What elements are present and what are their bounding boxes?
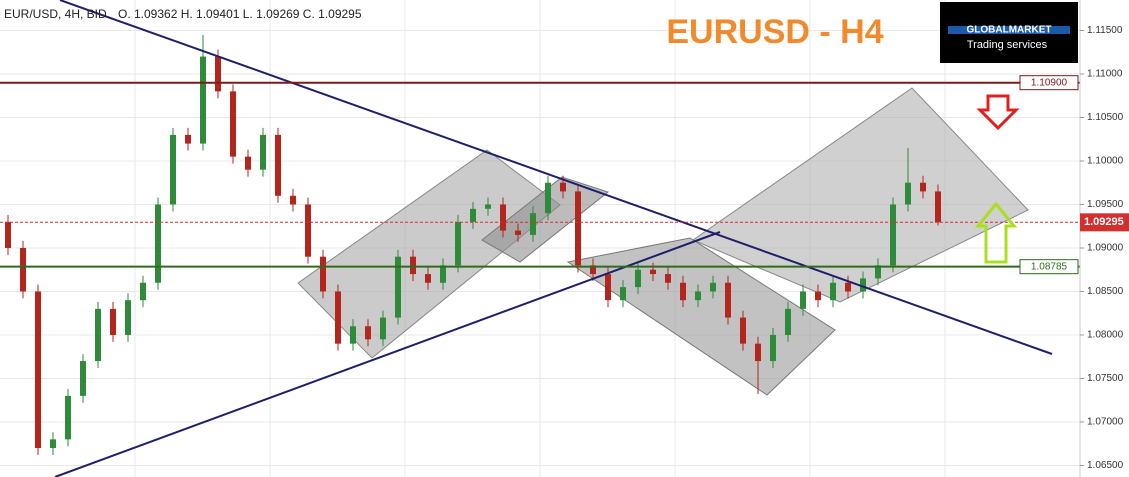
candle-body (65, 395, 71, 440)
candle-body (305, 204, 311, 257)
y-tick-label: 1.10000 (1087, 156, 1124, 167)
y-tick-label: 1.07000 (1087, 417, 1124, 428)
trend-line (54, 231, 721, 477)
candle-body (140, 282, 146, 301)
candle-body (170, 134, 176, 205)
drawings (297, 87, 1029, 396)
level-label: 1.10900 (1031, 77, 1068, 88)
candle-body (500, 204, 506, 231)
candle-body (335, 291, 341, 344)
candle-body (530, 213, 536, 235)
y-tick-label: 1.08000 (1087, 330, 1124, 341)
candle-body (350, 326, 356, 344)
y-tick-label: 1.11000 (1087, 69, 1123, 80)
candle-body (185, 134, 191, 144)
candle-body (395, 256, 401, 318)
trend-line (59, 0, 1053, 355)
candle-body (515, 230, 521, 235)
candle-body (785, 308, 791, 335)
y-tick-label: 1.07500 (1087, 373, 1124, 384)
level-label-box (1019, 75, 1079, 91)
candle-body (80, 361, 86, 396)
candle-body (425, 274, 431, 283)
candle-body (215, 56, 221, 92)
candle-body (650, 269, 656, 275)
candle-body (485, 204, 491, 209)
candle-body (620, 287, 626, 301)
y-tick-label: 1.09500 (1087, 199, 1124, 210)
candle-body (290, 195, 296, 205)
current-price-box (1080, 213, 1129, 232)
candle-body (695, 291, 701, 301)
candle-body (635, 269, 641, 288)
logo-tagline: Trading services (967, 39, 1048, 51)
current-price-label: 1.09295 (1084, 216, 1124, 228)
candle-body (410, 256, 416, 275)
y-tick-label: 1.10500 (1087, 112, 1124, 123)
candle-body (830, 282, 836, 301)
candle-body (590, 265, 596, 275)
candle-body (935, 191, 941, 223)
y-tick-label: 1.11500 (1087, 25, 1123, 36)
symbol: EUR/USD, 4H, BID (4, 7, 107, 21)
candle-body (725, 282, 731, 318)
candle-body (245, 156, 251, 170)
candle-body (35, 291, 41, 449)
channel (566, 237, 836, 396)
candle-body (230, 91, 236, 157)
down-arrow (976, 94, 1020, 131)
level-label-box (1019, 259, 1079, 275)
candle-body (680, 282, 686, 301)
price-axis (1080, 0, 1129, 477)
candle-body (920, 182, 926, 192)
candle-body (755, 343, 761, 362)
candle-body (260, 134, 266, 170)
candle-body (200, 56, 206, 144)
candle-body (665, 274, 671, 283)
candle-body (20, 247, 26, 292)
candle-body (890, 204, 896, 266)
candle-body (860, 278, 866, 292)
y-tick-label: 1.06500 (1087, 460, 1124, 471)
channel (691, 87, 1029, 303)
logo-bar (948, 26, 1070, 34)
candle-body (50, 439, 56, 449)
chart-title: EURUSD - H4 (666, 13, 883, 51)
y-tick-label: 1.09000 (1087, 243, 1124, 254)
candle-body (545, 182, 551, 214)
price-axis-ticks: 1.11500 1.11000 1.10500 1.10000 1.09500 1.090… (1080, 25, 1129, 471)
candle-body (470, 208, 476, 222)
candles (5, 34, 941, 456)
candle-body (110, 308, 116, 335)
level-label: 1.08785 (1031, 261, 1068, 272)
up-arrow (974, 201, 1018, 264)
candle-body (575, 191, 581, 266)
ohlc-text: O. 1.09362 H. 1.09401 L. 1.09269 C. 1.09… (118, 7, 362, 21)
y-tick-label: 1.08500 (1087, 286, 1124, 297)
candle-body (380, 317, 386, 340)
levels: 1.10900 1.08785 (0, 75, 1080, 275)
trend-lines (54, 0, 1053, 477)
logo-name: GLOBALMARKET (967, 25, 1052, 36)
candle-body (5, 221, 11, 248)
candle-body (875, 265, 881, 279)
candle-body (455, 221, 461, 266)
candle-body (710, 282, 716, 292)
candle-body (365, 326, 371, 340)
candle-body (815, 291, 821, 301)
candle-body (155, 204, 161, 283)
candle-body (320, 256, 326, 292)
candle-body (95, 308, 101, 362)
candle-body (845, 282, 851, 292)
candle-body (800, 291, 806, 309)
candle-body (125, 300, 131, 335)
candle-body (560, 182, 566, 192)
candle-body (605, 274, 611, 301)
candle-body (440, 265, 446, 283)
candle-body (740, 317, 746, 344)
candle-body (905, 182, 911, 205)
candle-body (770, 334, 776, 362)
candle-body (275, 134, 281, 196)
